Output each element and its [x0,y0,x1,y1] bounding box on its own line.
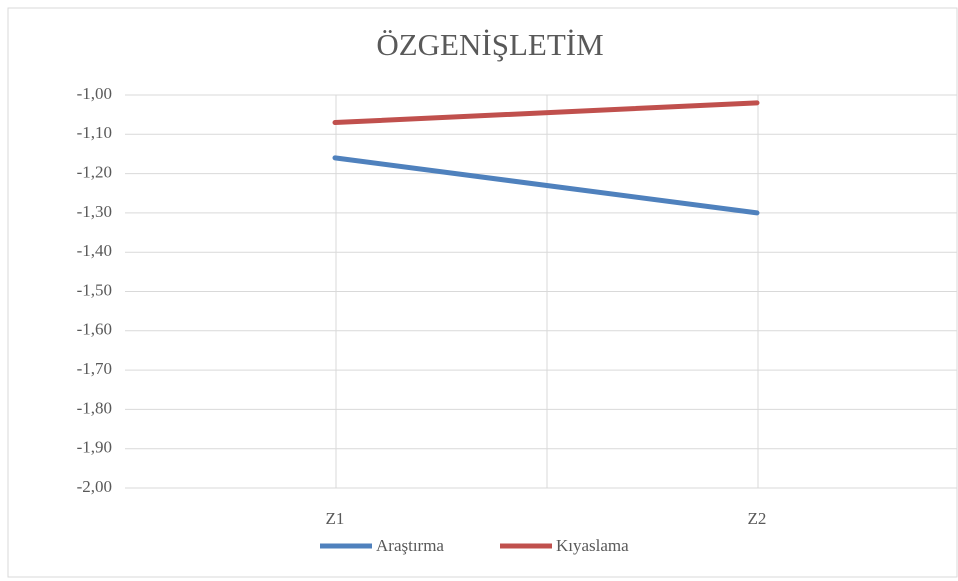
y-tick-label: -2,00 [77,477,112,496]
x-tick-label: Z2 [748,509,767,528]
series-line [332,155,760,216]
y-tick-label: -1,50 [77,280,112,299]
x-tick-label: Z1 [326,509,345,528]
legend-label: Araştırma [376,536,444,555]
chart-frame [7,7,958,578]
y-tick-label: -1,70 [77,359,112,378]
series-line [332,100,760,126]
chart-title: ÖZGENİŞLETİM [376,27,603,62]
legend-label: Kıyaslama [556,536,629,555]
y-tick-label: -1,60 [77,320,112,339]
y-tick-label: -1,90 [77,438,112,457]
y-tick-label: -1,40 [77,241,112,260]
y-tick-label: -1,80 [77,398,112,417]
y-tick-label: -1,10 [77,123,112,142]
y-tick-label: -1,20 [77,163,112,182]
y-tick-label: -1,30 [77,202,112,221]
y-tick-label: -1,00 [77,84,112,103]
